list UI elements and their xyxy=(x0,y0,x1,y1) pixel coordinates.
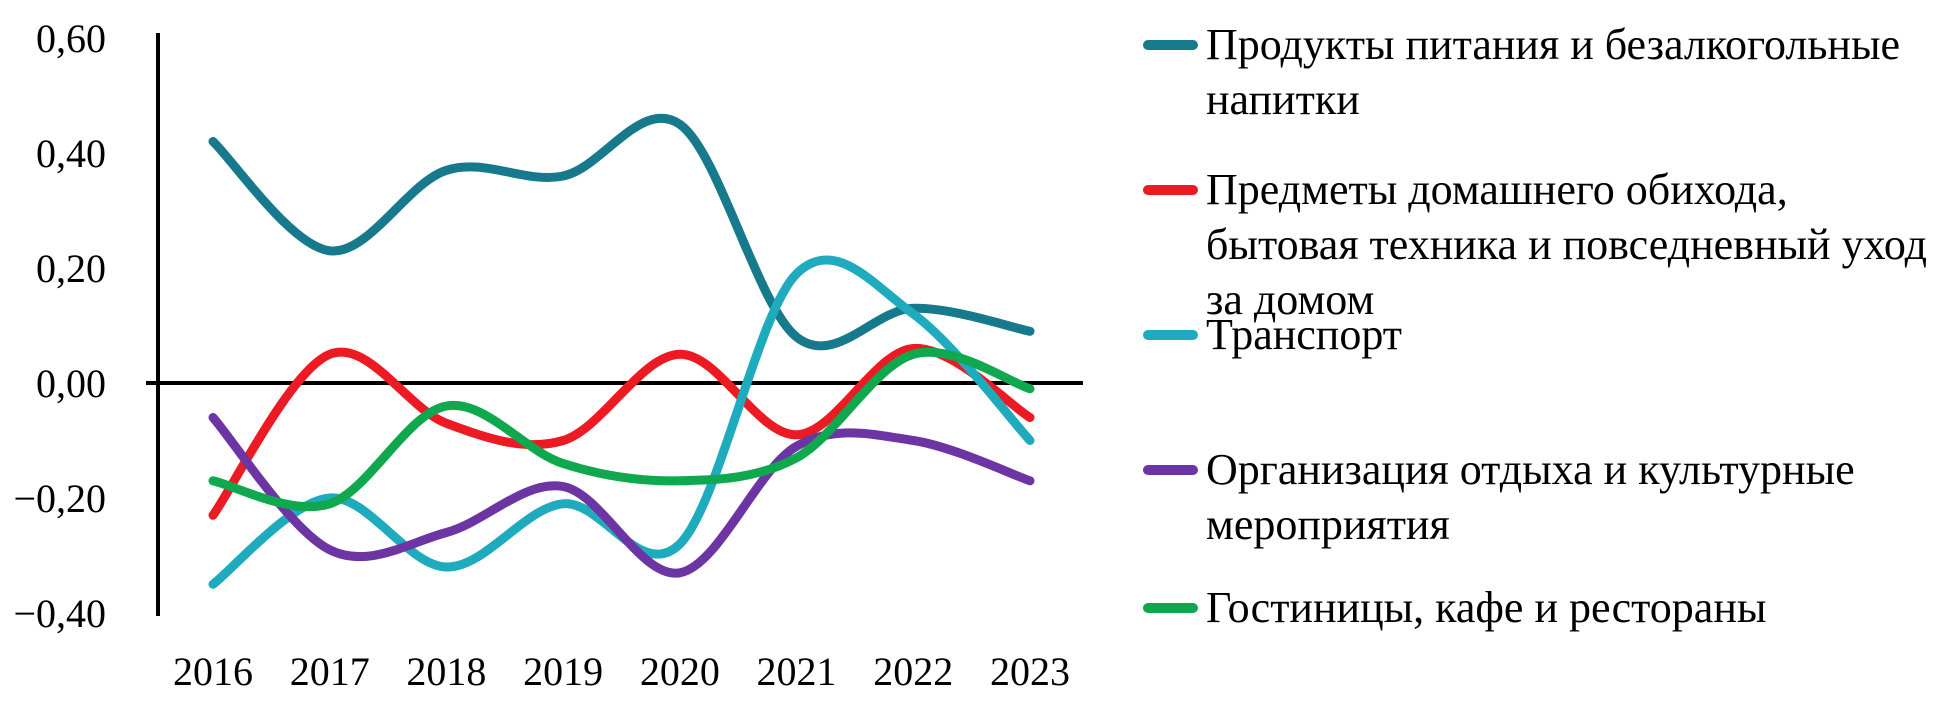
y-tick-label: −0,40 xyxy=(13,591,106,636)
legend-item-transport: Транспорт xyxy=(1140,307,1936,362)
series-line-3 xyxy=(208,413,1035,578)
legend-label: Предметы домашнего обихода, бытовая техн… xyxy=(1206,165,1928,324)
x-tick-label: 2018 xyxy=(406,649,486,694)
chart-legend: Продукты питания и безалкогольные напитк… xyxy=(1140,0,1955,706)
legend-swatch-household-goods xyxy=(1143,185,1198,195)
x-tick-label: 2022 xyxy=(873,649,953,694)
x-tick-label: 2019 xyxy=(523,649,603,694)
y-tick-label: −0,20 xyxy=(13,476,106,521)
line-chart-plot-area: 0,60 0,40 0,20 0,00 −0,20 −0,40 2016 2017 2018 20… xyxy=(13,16,1083,694)
legend-item-food-beverages: Продукты питания и безалкогольные напитк… xyxy=(1140,17,1936,127)
y-tick-label: 0,40 xyxy=(36,131,106,176)
series-line-2 xyxy=(208,255,1035,589)
legend-swatch-transport xyxy=(1143,330,1198,340)
series-line-1 xyxy=(208,343,1035,520)
x-tick-label: 2016 xyxy=(173,649,253,694)
series-line-4 xyxy=(208,347,1035,512)
legend-label: Гостиницы, кафе и рестораны xyxy=(1206,583,1767,632)
x-tick-label: 2023 xyxy=(990,649,1070,694)
x-tick-label: 2017 xyxy=(290,649,370,694)
x-tick-label: 2020 xyxy=(640,649,720,694)
legend-swatch-recreation-culture xyxy=(1143,465,1198,475)
series-line-0 xyxy=(208,113,1035,351)
legend-item-hotels-cafes-restaurants: Гостиницы, кафе и рестораны xyxy=(1140,580,1936,635)
legend-label: Продукты питания и безалкогольные напитк… xyxy=(1206,20,1901,124)
legend-swatch-food-beverages xyxy=(1143,40,1198,50)
legend-label: Транспорт xyxy=(1206,310,1403,359)
y-tick-label: 0,20 xyxy=(36,246,106,291)
x-tick-label: 2021 xyxy=(757,649,837,694)
y-tick-label: 0,60 xyxy=(36,16,106,61)
legend-swatch-hotels-cafes-restaurants xyxy=(1143,603,1198,613)
legend-label: Организация отдыха и культурные мероприя… xyxy=(1206,445,1855,549)
legend-item-recreation-culture: Организация отдыха и культурные мероприя… xyxy=(1140,442,1936,552)
legend-item-household-goods: Предметы домашнего обихода, бытовая техн… xyxy=(1140,162,1936,327)
y-tick-label: 0,00 xyxy=(36,361,106,406)
